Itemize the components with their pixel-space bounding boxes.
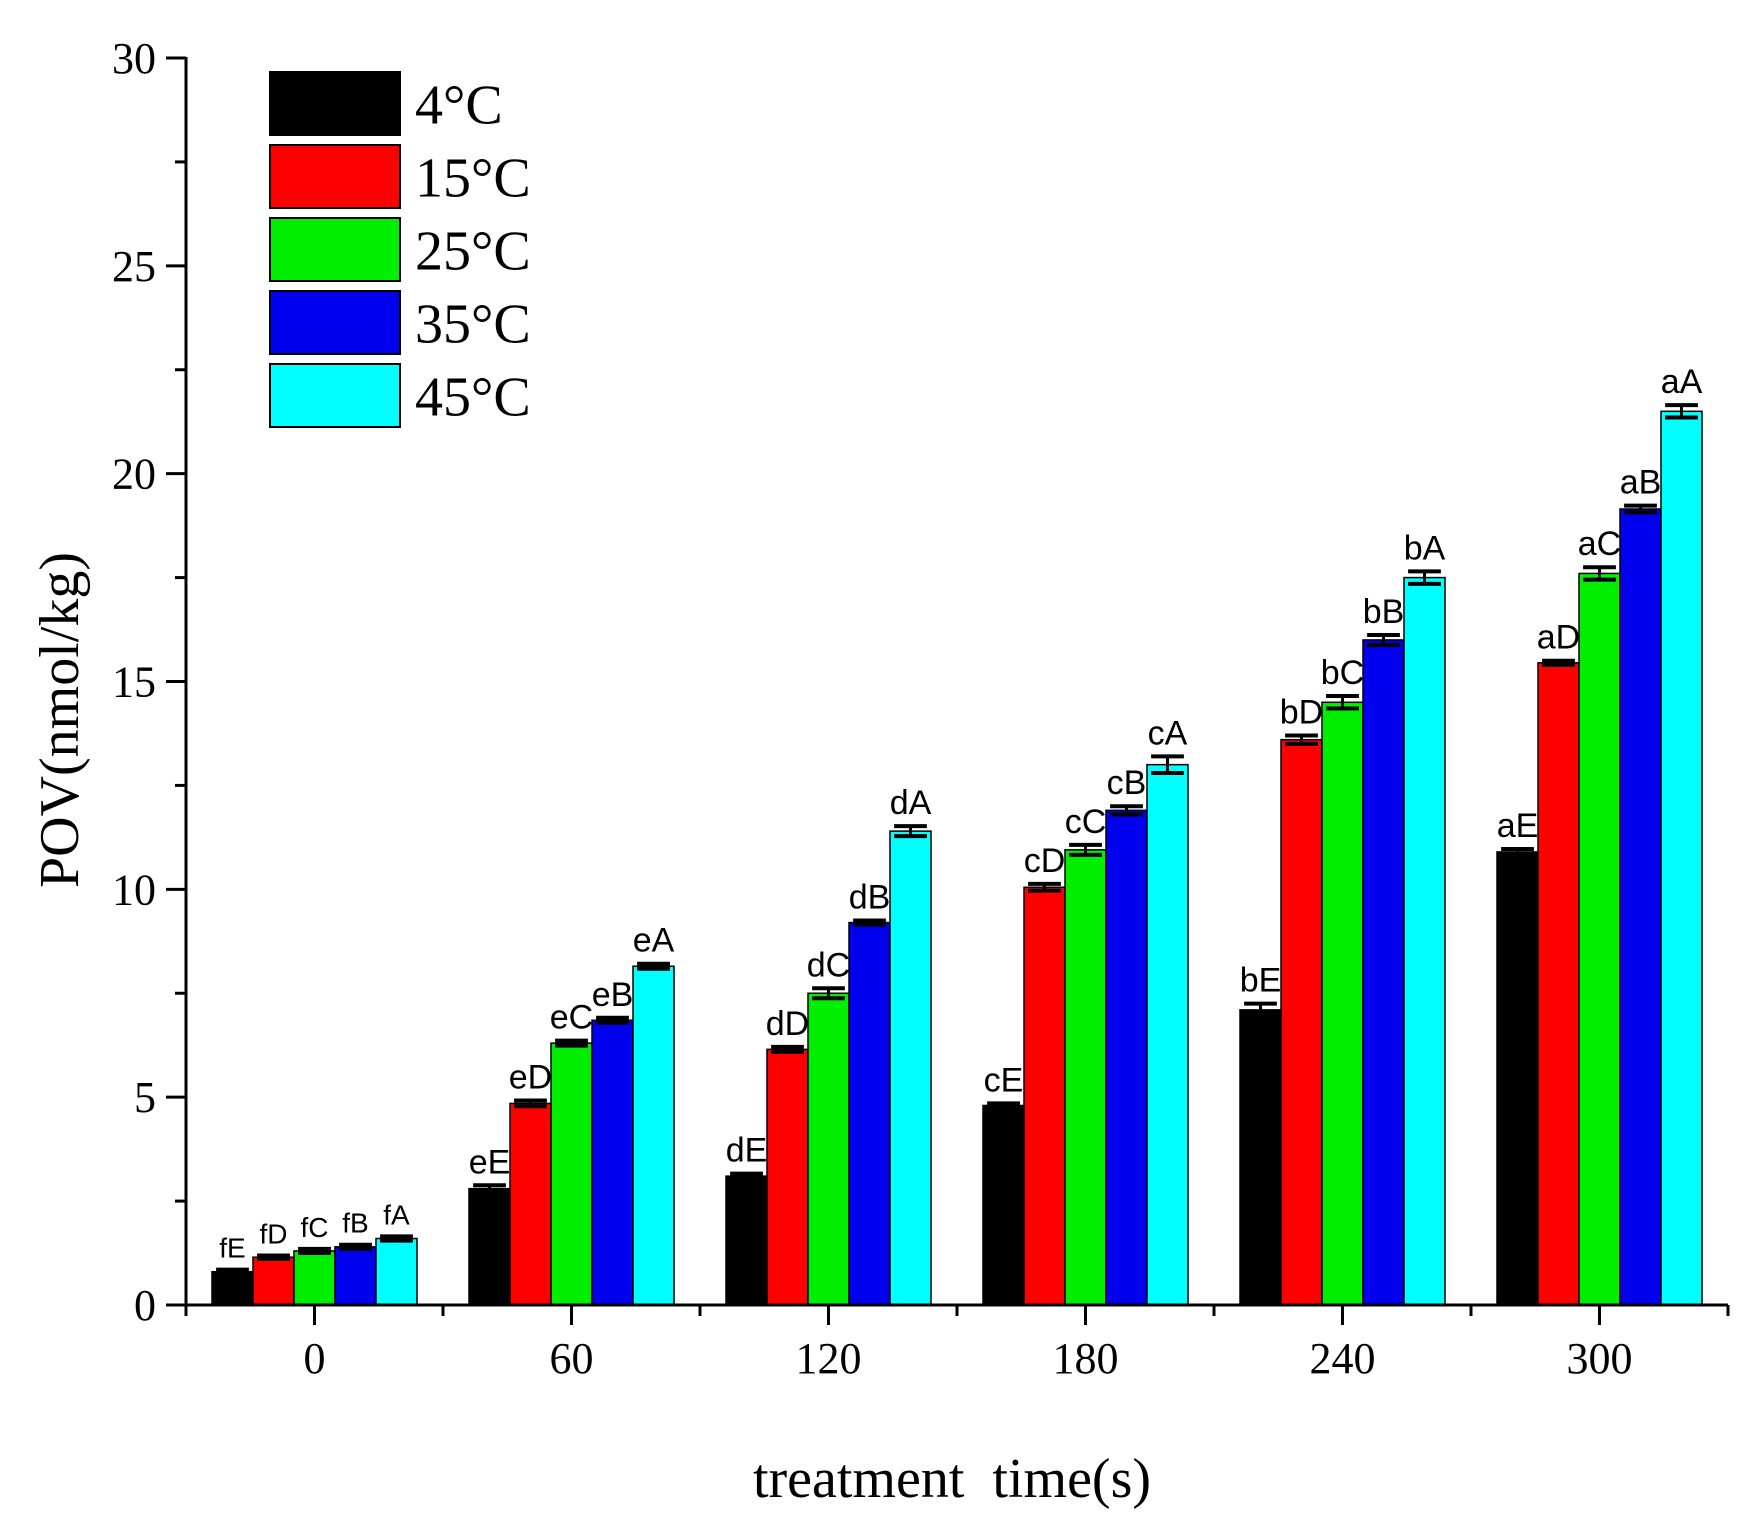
data-label: fB <box>342 1208 368 1239</box>
bar-15C-t120 <box>766 1048 809 1306</box>
legend-label: 4°C <box>415 75 503 137</box>
y-axis-title: POV(nmol/kg) <box>29 552 91 888</box>
legend-swatch <box>269 144 401 209</box>
data-label: fA <box>383 1199 410 1230</box>
legend-label: 25°C <box>415 221 531 283</box>
y-tick-label: 30 <box>112 34 156 83</box>
data-label: fD <box>260 1219 288 1250</box>
bar-25C-t180 <box>1064 849 1107 1306</box>
bar-35C-t0 <box>334 1246 377 1306</box>
data-label: eA <box>633 922 675 960</box>
data-label: fE <box>219 1233 245 1264</box>
plot-area: fE eE dE cE bE aE fD eD dD cD bD aD fC eC dC cC bC aC fB eB… <box>211 363 1703 1306</box>
x-tick-label: 300 <box>1567 1334 1633 1383</box>
bar-15C-t0 <box>252 1256 295 1306</box>
bar-25C-t120 <box>807 992 850 1306</box>
y-tick-label: 5 <box>134 1073 156 1122</box>
y-tick-label: 10 <box>112 865 156 914</box>
bar-15C-t300 <box>1537 662 1580 1306</box>
bar-45C-t240 <box>1403 576 1446 1306</box>
bar-45C-t0 <box>375 1237 418 1306</box>
bar-15C-t240 <box>1280 738 1323 1306</box>
legend-swatch <box>269 290 401 355</box>
bar-35C-t60 <box>591 1019 634 1306</box>
data-label: aC <box>1578 525 1621 563</box>
y-tick-label: 15 <box>112 658 156 707</box>
x-tick-label: 0 <box>304 1334 326 1383</box>
legend-label: 35°C <box>415 294 531 356</box>
x-tick-label: 60 <box>550 1334 594 1383</box>
data-label: bE <box>1240 962 1282 1000</box>
bar-15C-t180 <box>1023 886 1066 1306</box>
x-axis-title: treatment time(s) <box>753 1448 1151 1510</box>
bar-45C-t180 <box>1146 763 1189 1306</box>
bar-25C-t0 <box>293 1250 336 1306</box>
data-label: eD <box>509 1058 552 1096</box>
data-label: fC <box>301 1212 329 1243</box>
data-label: aB <box>1620 464 1662 502</box>
data-label: bD <box>1280 694 1323 732</box>
bar-25C-t300 <box>1578 572 1621 1306</box>
bar-45C-t120 <box>889 830 932 1306</box>
bar-4C-t60 <box>468 1187 511 1306</box>
x-tick-label: 240 <box>1310 1334 1376 1383</box>
bar-35C-t180 <box>1105 809 1148 1306</box>
data-label: dD <box>766 1005 809 1043</box>
bar-4C-t120 <box>725 1175 768 1306</box>
bar-35C-t240 <box>1362 639 1405 1306</box>
data-label: aD <box>1537 619 1580 657</box>
axes: treatment time(s) POV(nmol/kg) 0 5 10 15 20 2… <box>29 34 1730 1510</box>
legend: 4°C 15°C 25°C 35°C 45°C <box>269 71 531 429</box>
data-label: aA <box>1661 363 1703 401</box>
x-tick-label: 180 <box>1053 1334 1119 1383</box>
bar-15C-t60 <box>509 1102 552 1306</box>
data-label: bC <box>1321 654 1364 692</box>
data-label: eE <box>469 1143 511 1181</box>
legend-swatch <box>269 217 401 282</box>
data-label: cA <box>1148 714 1188 752</box>
y-tick-label: 0 <box>134 1281 156 1330</box>
data-label: bA <box>1404 529 1446 567</box>
bar-4C-t240 <box>1239 1009 1282 1306</box>
bar-35C-t120 <box>848 921 891 1306</box>
data-label: cD <box>1024 842 1066 880</box>
legend-swatch <box>269 71 401 136</box>
data-label: dB <box>849 879 891 917</box>
data-label: dC <box>807 946 850 984</box>
data-label: dE <box>726 1132 768 1170</box>
y-tick-label: 20 <box>112 450 156 499</box>
x-tick-label: 120 <box>796 1334 862 1383</box>
data-label: aE <box>1497 807 1539 845</box>
y-tick-label: 25 <box>112 242 156 291</box>
bar-4C-t0 <box>211 1270 254 1306</box>
bar-4C-t180 <box>982 1104 1025 1306</box>
bar-35C-t300 <box>1619 508 1662 1306</box>
data-label: cB <box>1107 764 1147 802</box>
bar-45C-t60 <box>632 965 675 1306</box>
legend-label: 45°C <box>415 367 531 429</box>
legend-swatch <box>269 363 401 428</box>
legend-label: 15°C <box>415 148 531 210</box>
bar-25C-t240 <box>1321 701 1364 1306</box>
bar-25C-t60 <box>550 1042 593 1306</box>
bar-4C-t300 <box>1496 851 1539 1306</box>
data-label: cE <box>984 1061 1024 1099</box>
data-label: bB <box>1363 593 1405 631</box>
data-label: eC <box>550 999 593 1037</box>
data-label: cC <box>1065 803 1107 841</box>
bar-45C-t300 <box>1660 410 1703 1306</box>
data-label: dA <box>890 784 932 822</box>
data-label: eB <box>592 976 634 1014</box>
